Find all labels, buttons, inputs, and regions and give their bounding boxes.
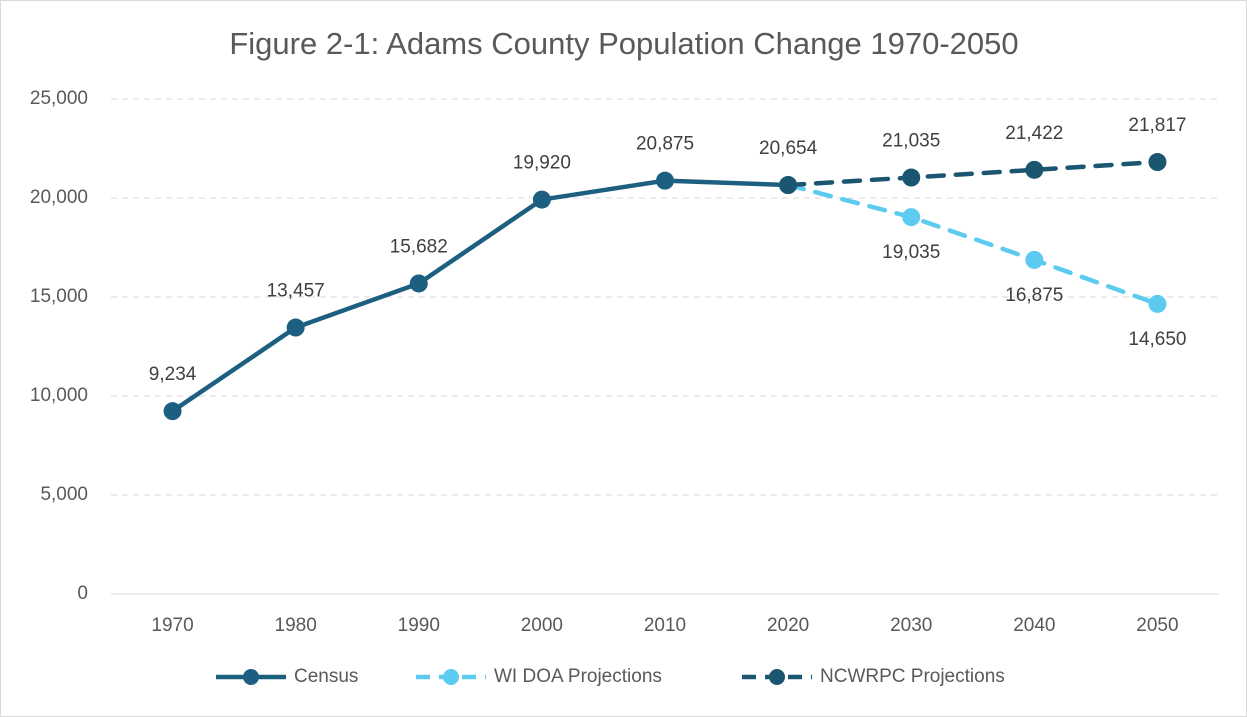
x-tick-label: 1990: [398, 615, 440, 636]
y-tick-label: 0: [77, 583, 88, 604]
marker: [409, 274, 428, 293]
marker: [1148, 153, 1167, 172]
series-line: [785, 159, 1160, 188]
marker: [656, 171, 674, 190]
marker: [532, 190, 551, 209]
marker: [902, 168, 921, 187]
marker: [163, 402, 182, 421]
x-tick-label: 2010: [644, 615, 686, 636]
y-tick-label: 25,000: [30, 88, 88, 109]
y-tick-label: 10,000: [30, 385, 88, 406]
data-label: 21,035: [882, 131, 940, 152]
y-tick-label: 20,000: [30, 187, 88, 208]
marker: [1025, 250, 1044, 269]
chart-title: Figure 2-1: Adams County Population Chan…: [229, 26, 1018, 61]
legend-marker: [243, 669, 259, 685]
data-label: 13,457: [267, 281, 325, 302]
data-label: 9,234: [149, 364, 197, 385]
data-label: 14,650: [1128, 329, 1186, 350]
x-tick-label: 1980: [275, 615, 317, 636]
y-tick-label: 5,000: [40, 484, 88, 505]
data-label: 16,875: [1005, 285, 1063, 306]
marker: [779, 176, 798, 195]
data-label: 19,035: [882, 242, 940, 263]
series-line: [785, 182, 1160, 307]
marker: [1148, 294, 1167, 313]
x-tick-label: 2050: [1136, 615, 1178, 636]
x-tick-label: 1970: [151, 615, 193, 636]
legend-label: WI DOA Projections: [494, 666, 662, 687]
data-label: 19,920: [513, 153, 571, 174]
data-label: 15,682: [390, 237, 448, 258]
marker: [902, 208, 921, 227]
legend-marker: [443, 669, 459, 685]
x-tick-label: 2000: [521, 615, 563, 636]
x-tick-label: 2040: [1013, 615, 1055, 636]
data-label: 20,654: [759, 138, 818, 159]
data-label: 20,875: [636, 134, 694, 155]
legend-marker: [769, 669, 785, 685]
data-label: 21,817: [1128, 115, 1186, 136]
y-tick-label: 15,000: [30, 286, 88, 307]
series-line: [170, 178, 791, 414]
marker: [286, 318, 305, 337]
x-tick-label: 2030: [890, 615, 932, 636]
data-label: 21,422: [1005, 123, 1063, 144]
legend-label: NCWRPC Projections: [820, 666, 1005, 687]
x-tick-label: 2020: [767, 615, 809, 636]
legend-label: Census: [294, 666, 358, 687]
marker: [1025, 160, 1044, 179]
